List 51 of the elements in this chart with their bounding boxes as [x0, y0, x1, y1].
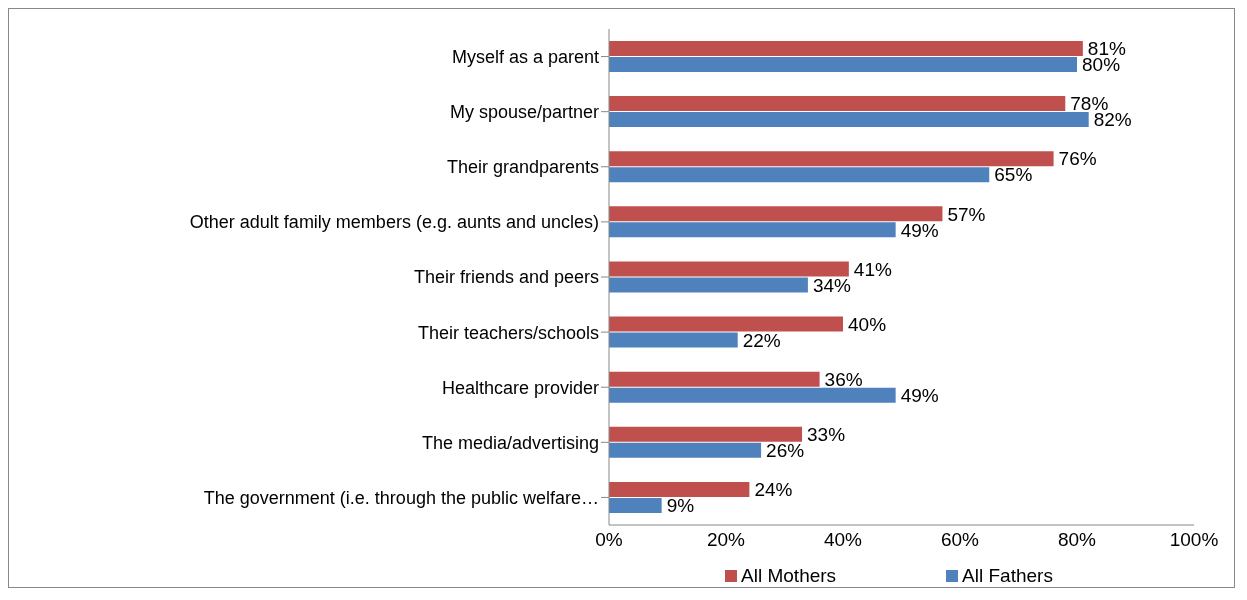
data-label: 24%	[754, 479, 793, 501]
data-label: 36%	[824, 368, 863, 390]
data-label: 65%	[994, 164, 1033, 186]
bar	[609, 497, 662, 513]
bar	[609, 41, 1083, 56]
bar	[609, 426, 803, 442]
bar	[609, 277, 808, 293]
bar	[609, 112, 1089, 128]
data-label: 22%	[742, 329, 781, 351]
x-tick-label: 60%	[940, 529, 980, 551]
bar	[609, 481, 750, 497]
data-label: 49%	[900, 219, 939, 241]
bar	[609, 387, 896, 403]
y-tick-label: Their teachers/schools	[417, 322, 599, 343]
data-label: 49%	[900, 384, 939, 406]
x-tick-label: 20%	[706, 529, 746, 551]
x-tick-label: 100%	[1169, 529, 1219, 551]
y-tick-label: Myself as a parent	[451, 46, 599, 67]
data-label: 57%	[947, 203, 986, 225]
bar	[609, 442, 762, 458]
bar	[609, 332, 738, 348]
data-label: 33%	[807, 424, 846, 446]
x-tick-label: 40%	[823, 529, 863, 551]
bar	[609, 167, 990, 183]
bar	[609, 57, 1077, 72]
data-label: 80%	[1082, 54, 1121, 76]
y-tick-label: My spouse/partner	[449, 102, 599, 123]
y-tick-label: The media/advertising	[421, 432, 599, 453]
data-label: 41%	[853, 258, 892, 280]
bar	[609, 96, 1066, 112]
bar	[609, 151, 1054, 167]
data-label: 40%	[848, 313, 887, 335]
data-label: 26%	[766, 440, 805, 462]
y-tick-label: Healthcare provider	[441, 377, 600, 398]
legend-label: All Mothers	[740, 565, 837, 587]
bar	[609, 316, 843, 332]
x-tick-label: 0%	[595, 529, 623, 551]
bar	[609, 261, 849, 277]
data-label: 9%	[666, 495, 695, 517]
y-tick-label: Their grandparents	[446, 157, 599, 178]
bar	[609, 206, 943, 222]
legend-label: All Fathers	[961, 565, 1053, 587]
y-tick-label: Other adult family members (e.g. aunts and uncles)	[189, 212, 599, 233]
y-tick-label: Their friends and peers	[413, 267, 599, 288]
y-tick-label: The government (i.e. through the public welfare…	[203, 487, 599, 508]
bar	[609, 371, 820, 387]
bar	[609, 222, 896, 238]
data-label: 34%	[812, 274, 852, 296]
data-label: 76%	[1058, 148, 1097, 170]
x-tick-label: 80%	[1057, 529, 1097, 551]
data-label: 82%	[1093, 109, 1132, 131]
